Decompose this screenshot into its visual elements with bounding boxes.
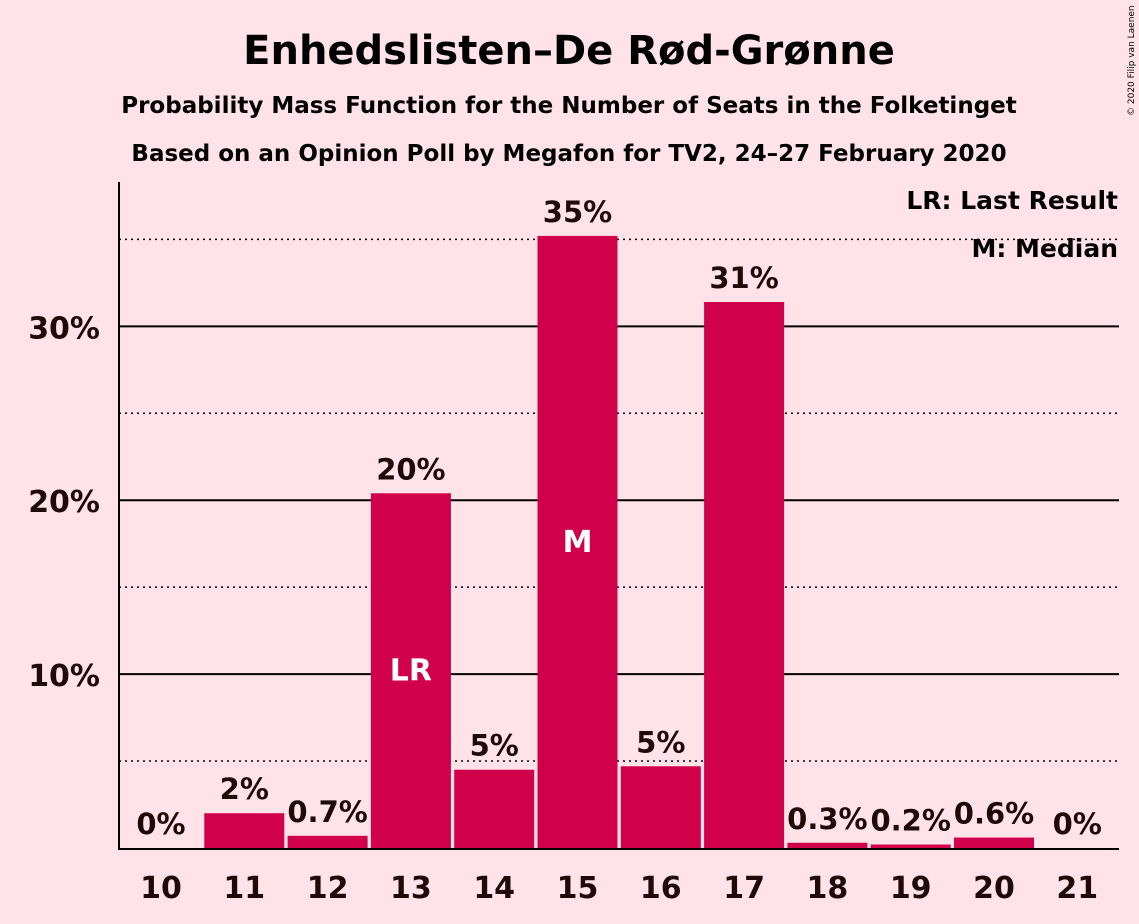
x-tick-label: 16 bbox=[640, 871, 682, 906]
bar-20 bbox=[954, 837, 1034, 848]
legend-last-result: LR: Last Result bbox=[906, 186, 1118, 215]
data-labels: 0% 2% 0.7% 20% LR 5% 35% M 5% 31% 0.3% 0.2% 0.6% 0% bbox=[136, 195, 1102, 841]
data-label-20: 0.6% bbox=[954, 797, 1034, 831]
x-tick-label: 17 bbox=[723, 871, 765, 906]
x-tick-label: 15 bbox=[557, 871, 599, 906]
bar-18 bbox=[787, 842, 868, 848]
data-label-10: 0% bbox=[136, 807, 185, 841]
chart-subtitle-1: Probability Mass Function for the Number… bbox=[121, 93, 1017, 119]
data-label-15: 35% bbox=[543, 195, 612, 229]
x-tick-label: 21 bbox=[1056, 871, 1098, 906]
data-label-21: 0% bbox=[1053, 807, 1102, 841]
bar-13 bbox=[370, 493, 451, 848]
x-tick-label: 19 bbox=[890, 871, 932, 906]
data-label-18: 0.3% bbox=[787, 802, 867, 836]
x-tick-label: 12 bbox=[307, 871, 349, 906]
bar-marker-m: M bbox=[563, 525, 593, 560]
x-tick-label: 14 bbox=[473, 871, 515, 906]
bar-marker-lr: LR bbox=[390, 654, 432, 689]
data-label-13: 20% bbox=[376, 452, 445, 486]
copyright-note: © 2020 Filip van Laenen bbox=[1127, 5, 1137, 116]
x-tick-label: 20 bbox=[973, 871, 1015, 906]
data-label-12: 0.7% bbox=[287, 795, 367, 829]
bar-11 bbox=[204, 813, 285, 848]
bars bbox=[204, 235, 1034, 848]
x-tick-label: 18 bbox=[807, 871, 849, 906]
data-label-16: 5% bbox=[636, 725, 685, 759]
bar-16 bbox=[620, 766, 701, 848]
x-tick-label: 13 bbox=[390, 871, 432, 906]
chart-subtitle-2: Based on an Opinion Poll by Megafon for … bbox=[131, 141, 1006, 167]
y-tick-label: 20% bbox=[28, 485, 100, 520]
legend-median: M: Median bbox=[971, 234, 1118, 263]
chart-title: Enhedslisten–De Rød-Grønne bbox=[243, 28, 895, 74]
data-label-19: 0.2% bbox=[870, 804, 950, 838]
bar-19 bbox=[870, 844, 951, 848]
data-label-14: 5% bbox=[470, 729, 519, 763]
data-label-17: 31% bbox=[709, 261, 778, 295]
grid bbox=[119, 238, 1119, 762]
bar-15 bbox=[537, 235, 618, 848]
x-tick-label: 11 bbox=[223, 871, 265, 906]
bar-17 bbox=[704, 301, 785, 848]
y-tick-label: 10% bbox=[28, 659, 100, 694]
bar-14 bbox=[454, 769, 535, 848]
bar-12 bbox=[287, 835, 368, 848]
data-label-11: 2% bbox=[220, 772, 269, 806]
ticks: 10 11 12 13 14 15 16 17 18 19 20 21 10% 20% 30% bbox=[28, 311, 1098, 906]
x-tick-label: 10 bbox=[140, 871, 182, 906]
y-tick-label: 30% bbox=[28, 311, 100, 346]
